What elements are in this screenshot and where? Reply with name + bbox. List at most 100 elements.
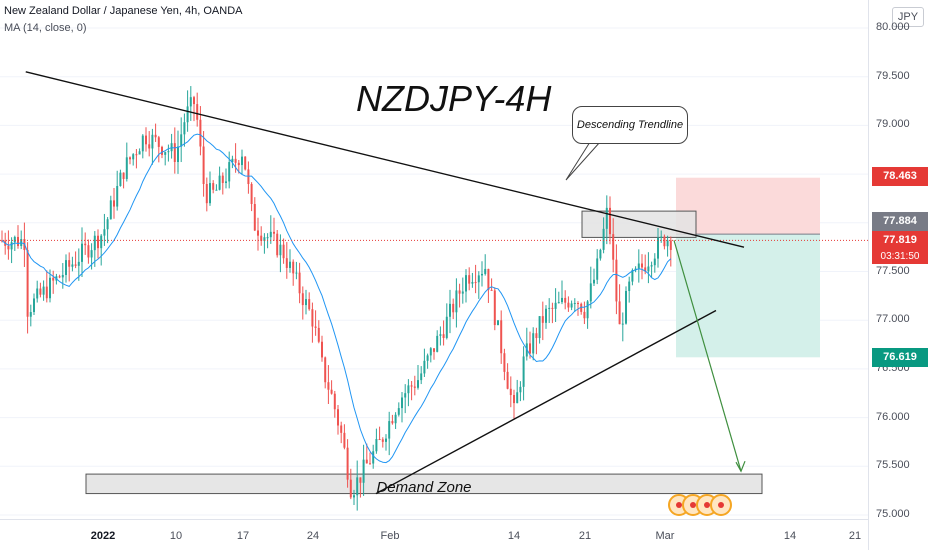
bullish-candle xyxy=(570,303,573,308)
price-tick-label: 75.500 xyxy=(876,459,910,472)
bullish-candle xyxy=(497,320,499,326)
bearish-candle xyxy=(410,385,413,387)
bearish-candle xyxy=(615,259,618,302)
bearish-candle xyxy=(314,326,317,328)
entry-price-label: 77.884 xyxy=(872,212,928,231)
bullish-candle xyxy=(77,261,80,266)
time-tick-label: 10 xyxy=(169,530,183,542)
bearish-candle xyxy=(205,184,208,204)
bearish-candle xyxy=(234,158,237,163)
bullish-candle xyxy=(465,275,467,292)
bearish-candle xyxy=(84,243,87,246)
bullish-candle xyxy=(455,290,458,313)
bearish-candle xyxy=(330,389,333,394)
bearish-candle xyxy=(221,175,224,183)
bullish-candle xyxy=(93,235,96,251)
bearish-candle xyxy=(458,290,461,294)
bullish-candle xyxy=(125,157,128,179)
bearish-candle xyxy=(641,263,643,268)
bullish-candle xyxy=(666,240,669,247)
bullish-candle xyxy=(164,152,167,155)
bearish-candle xyxy=(369,463,371,465)
economic-event-icon[interactable] xyxy=(710,494,732,516)
time-tick-label: 17 xyxy=(236,530,250,542)
bearish-candle xyxy=(503,353,506,372)
bullish-candle xyxy=(183,122,186,135)
bearish-candle xyxy=(212,183,215,190)
bearish-candle xyxy=(282,244,285,259)
price-tick-label: 77.500 xyxy=(876,264,910,277)
bullish-candle xyxy=(628,281,631,291)
take-profit-price-label: 76.619 xyxy=(872,348,928,367)
bearish-candle xyxy=(365,459,368,464)
price-chart-canvas[interactable] xyxy=(0,0,868,519)
currency-button[interactable]: JPY xyxy=(892,7,924,27)
descending-trendline-callout[interactable]: Descending Trendline xyxy=(572,106,688,144)
bullish-candle xyxy=(388,421,391,439)
bearish-candle xyxy=(541,316,544,323)
resistance-box xyxy=(581,210,697,238)
bullish-candle xyxy=(305,299,307,306)
bearish-candle xyxy=(340,425,343,433)
bullish-candle xyxy=(657,237,659,259)
bullish-candle xyxy=(362,459,365,483)
bullish-candle xyxy=(353,495,355,498)
bullish-candle xyxy=(177,146,179,163)
bullish-candle xyxy=(167,151,170,153)
bullish-candle xyxy=(634,268,637,271)
time-tick-label: 21 xyxy=(848,530,862,542)
bearish-candle xyxy=(250,184,253,204)
bearish-candle xyxy=(513,395,515,404)
bullish-candle xyxy=(61,274,64,278)
bearish-candle xyxy=(535,333,538,339)
bullish-candle xyxy=(589,283,592,302)
bullish-candle xyxy=(215,189,218,191)
bullish-candle xyxy=(545,308,547,323)
indicator-legend[interactable]: MA (14, close, 0) xyxy=(4,22,87,34)
bearish-candle xyxy=(97,235,99,249)
demand-zone-box xyxy=(85,473,763,495)
bearish-candle xyxy=(157,137,160,147)
bearish-candle xyxy=(567,302,570,308)
bullish-candle xyxy=(538,316,541,339)
bearish-candle xyxy=(391,421,394,424)
bullish-candle xyxy=(279,244,282,256)
symbol-legend[interactable]: New Zealand Dollar / Japanese Yen, 4h, O… xyxy=(4,5,243,17)
bearish-candle xyxy=(154,134,157,138)
bearish-candle xyxy=(273,231,275,234)
bullish-candle xyxy=(241,156,243,166)
bearish-candle xyxy=(257,230,259,236)
bullish-candle xyxy=(385,438,387,442)
bullish-candle xyxy=(231,158,234,163)
chart-title-annotation[interactable]: NZDJPY-4H xyxy=(356,78,552,119)
bullish-candle xyxy=(394,414,397,424)
take-profit-zone xyxy=(676,234,820,358)
price-scale[interactable] xyxy=(868,0,932,550)
price-tick-label: 79.000 xyxy=(876,118,910,131)
time-tick-label: Feb xyxy=(380,530,400,542)
time-scale[interactable] xyxy=(0,519,868,550)
bearish-candle xyxy=(39,288,42,295)
bearish-candle xyxy=(202,146,205,185)
bullish-candle xyxy=(407,385,410,394)
bearish-candle xyxy=(509,388,512,396)
bullish-candle xyxy=(33,298,35,313)
bullish-candle xyxy=(445,316,448,338)
bearish-candle xyxy=(493,290,496,326)
bullish-candle xyxy=(650,265,653,267)
bullish-candle xyxy=(516,392,519,404)
bearish-candle xyxy=(161,146,163,155)
bearish-candle xyxy=(199,119,202,147)
projection-arrow xyxy=(673,240,742,472)
bullish-candle xyxy=(477,275,480,283)
bearish-candle xyxy=(145,135,147,145)
bullish-candle xyxy=(631,270,634,282)
bullish-candle xyxy=(10,242,13,250)
bullish-candle xyxy=(436,335,439,352)
bullish-candle xyxy=(519,386,522,393)
bearish-candle xyxy=(17,236,19,247)
price-tick-label: 76.000 xyxy=(876,410,910,423)
bearish-candle xyxy=(317,327,320,342)
bullish-candle xyxy=(42,286,45,295)
bullish-candle xyxy=(119,172,122,187)
